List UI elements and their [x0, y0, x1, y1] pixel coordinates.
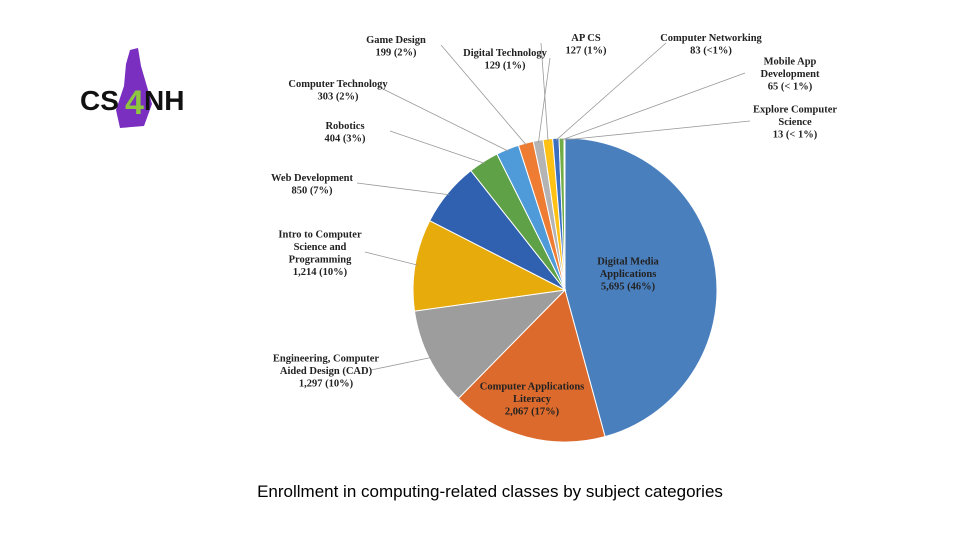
leader-line — [540, 42, 549, 141]
slice-category-text: Robotics — [325, 121, 364, 132]
slice-label: Computer Technology 303 (2%) — [288, 79, 388, 103]
slice-category-text: Literacy — [513, 394, 552, 405]
slice-label: Computer Applications Literacy 2,067 (17%) — [480, 382, 585, 418]
slice-category-text: Mobile App — [764, 57, 817, 68]
pie-slice — [563, 137, 566, 291]
slice-category-text: Computer Networking — [660, 33, 762, 44]
leader-line — [555, 42, 667, 141]
slice-category-text: AP CS — [571, 33, 601, 44]
slice-label: Computer Networking 83 (<1%) — [660, 33, 762, 57]
slice-label: Intro to Computer Science and Programming 1… — [278, 229, 362, 278]
leader-line — [364, 251, 418, 266]
slice-category-text: Digital Media — [597, 257, 659, 268]
pie-slices — [412, 137, 718, 443]
slice-value-text: 303 (2%) — [317, 91, 359, 102]
slice-value-text: 850 (7%) — [291, 185, 333, 196]
logo-nh: NH — [144, 85, 184, 116]
nh-state-shape — [116, 48, 152, 128]
slice-category-text: Development — [761, 69, 820, 80]
slice-category-text: Game Design — [366, 35, 426, 46]
slice-category-text: Digital Technology — [463, 48, 547, 59]
slice-value-text: 1,214 (10%) — [293, 267, 348, 278]
slice-value-text: 1,297 (10%) — [299, 379, 354, 390]
cs4nh-logo: CS 4 NH — [78, 44, 188, 134]
slice-value-text: 65 (< 1%) — [768, 82, 813, 93]
slice-label: Digital Media Applications 5,695 (46%) — [597, 257, 659, 293]
slice-value-text: 199 (2%) — [375, 47, 417, 58]
pie-slice — [413, 289, 567, 400]
slice-category-text: Science — [778, 117, 812, 128]
slice-value-text: 13 (< 1%) — [773, 130, 818, 141]
chart-caption: Enrollment in computing-related classes … — [257, 482, 723, 501]
slice-value-text: 404 (3%) — [324, 133, 366, 144]
leader-line — [356, 182, 450, 196]
leader-line — [389, 130, 485, 164]
slice-label: Digital Technology 129 (1%) — [463, 48, 547, 72]
slice-category-text: Applications — [600, 269, 657, 280]
slice-category-text: Aided Design (CAD) — [280, 366, 373, 377]
leader-line — [564, 120, 751, 141]
slice-category-text: Web Development — [271, 173, 353, 184]
logo-cs: CS — [80, 85, 119, 116]
slice-label: Web Development 850 (7%) — [271, 173, 353, 197]
leader-line — [561, 72, 746, 141]
leader-line — [440, 44, 527, 146]
pie-slice — [457, 289, 606, 443]
slice-category-text: Computer Applications — [480, 382, 585, 393]
slice-value-text: 5,695 (46%) — [601, 282, 656, 293]
slice-label: Robotics 404 (3%) — [324, 121, 366, 145]
slice-value-text: 2,067 (17%) — [505, 407, 560, 418]
slice-category-text: Programming — [289, 254, 353, 265]
slice-label: Engineering, Computer Aided Design (CAD) 1… — [273, 354, 380, 390]
slice-category-text: Computer Technology — [288, 79, 388, 90]
pie-slice — [564, 137, 718, 438]
leader-lines — [356, 42, 751, 371]
slice-label: AP CS 127 (1%) — [565, 33, 607, 57]
slice-label: Mobile App Development 65 (< 1%) — [761, 57, 820, 93]
slice-label: Game Design 199 (2%) — [366, 35, 426, 59]
slice-category-text: Science and — [294, 242, 347, 253]
slice-label: Explore Computer Science 13 (< 1%) — [753, 105, 837, 141]
slice-category-text: Explore Computer — [753, 105, 837, 116]
slice-labels: Digital Media Applications 5,695 (46%) Comp… — [271, 33, 837, 418]
slice-value-text: 83 (<1%) — [690, 45, 732, 56]
slice-category-text: Engineering, Computer — [273, 354, 380, 365]
slice-value-text: 129 (1%) — [484, 60, 526, 71]
slice-value-text: 127 (1%) — [565, 45, 607, 56]
leader-line — [382, 88, 509, 152]
logo-4: 4 — [125, 84, 144, 122]
slice-category-text: Intro to Computer — [278, 229, 362, 240]
leader-line — [538, 57, 551, 143]
leader-line — [370, 357, 432, 371]
